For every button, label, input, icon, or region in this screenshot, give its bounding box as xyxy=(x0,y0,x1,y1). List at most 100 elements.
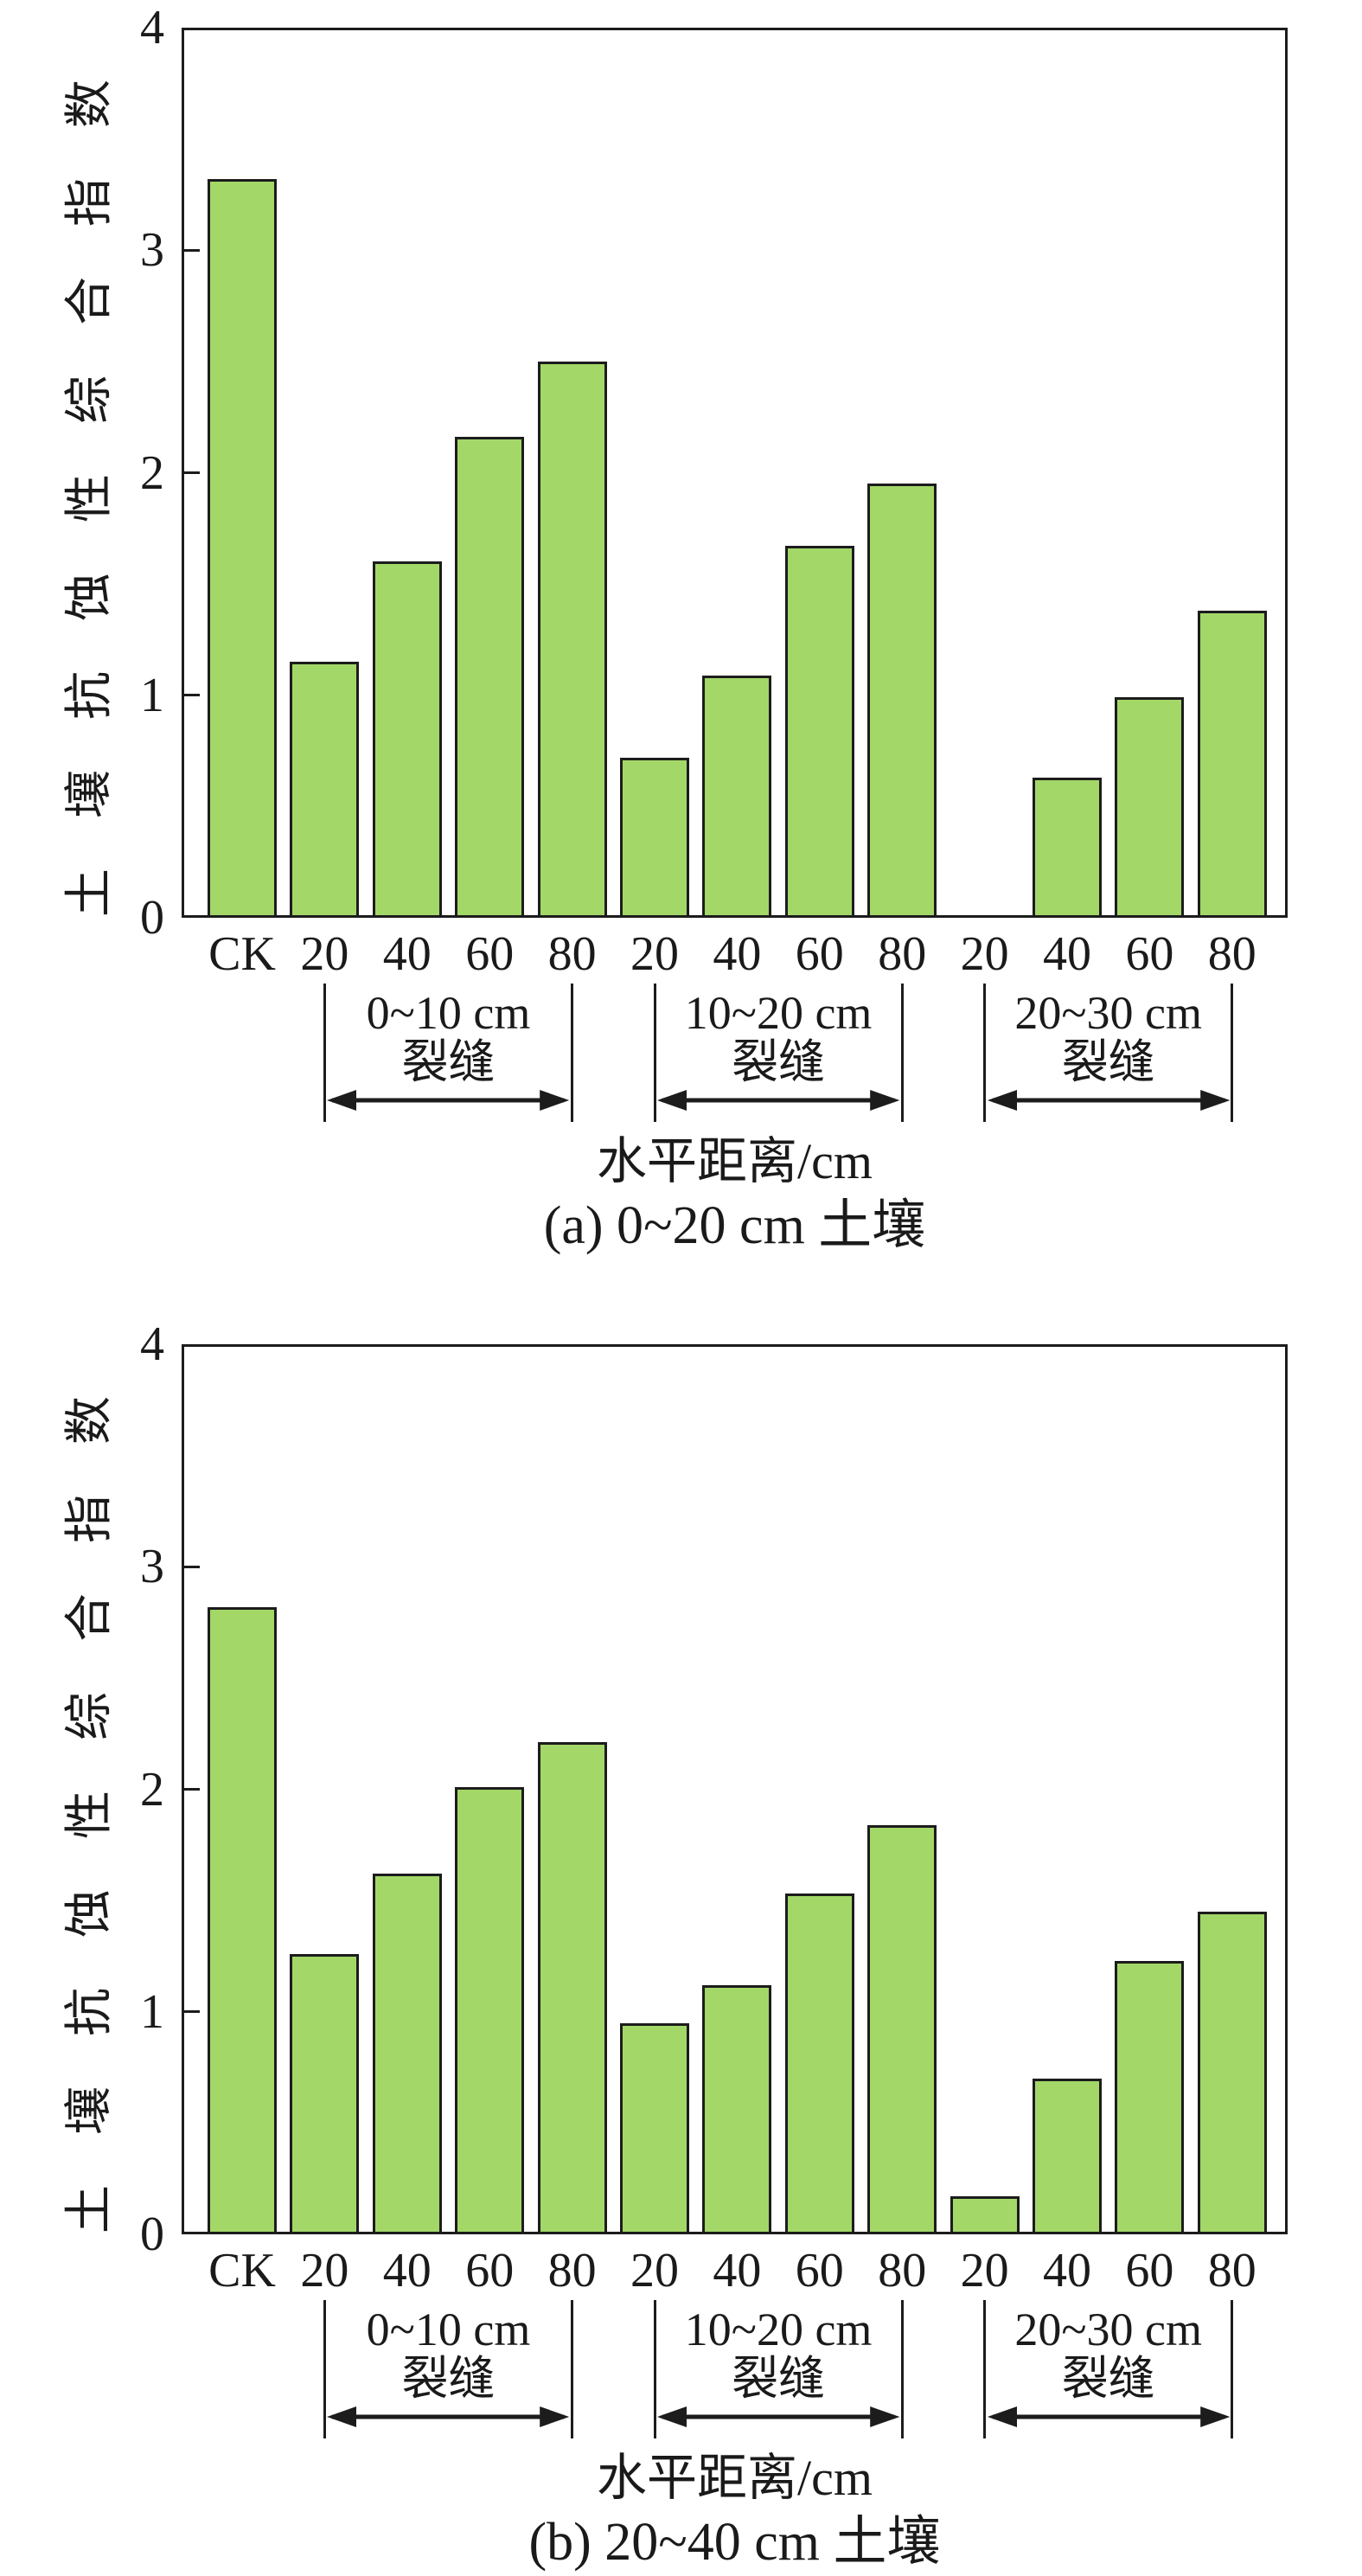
group-vline xyxy=(900,984,904,1122)
bar xyxy=(1115,1960,1185,2234)
double-arrow-icon xyxy=(327,1090,570,1111)
x-axis-title: 水平距离/cm xyxy=(597,2450,873,2506)
bar xyxy=(537,1742,607,2234)
x-tick-label: 60 xyxy=(795,2244,844,2297)
double-arrow-icon xyxy=(987,2406,1230,2427)
bar xyxy=(372,561,442,918)
x-tick-label: 20 xyxy=(960,927,1009,981)
y-tick-label: 0 xyxy=(140,891,164,945)
bar xyxy=(1197,610,1267,918)
bar xyxy=(372,1874,442,2234)
x-tick-label: 40 xyxy=(713,2244,762,2297)
bar xyxy=(455,1786,525,2234)
x-tick-label: 20 xyxy=(630,927,679,981)
bar xyxy=(1033,777,1102,918)
y-tick-mark xyxy=(184,2010,200,2014)
x-tick-label: 40 xyxy=(1043,927,1091,981)
y-tick-label: 4 xyxy=(140,1,164,54)
x-tick-label: 60 xyxy=(465,2244,515,2297)
y-axis-title: 土壤抗蚀性综合指数 xyxy=(63,29,117,917)
group-depth-label: 20~30 cm xyxy=(1014,2304,1203,2355)
bar xyxy=(208,1606,277,2234)
x-tick-label: 80 xyxy=(547,927,597,981)
bar xyxy=(867,484,937,918)
x-tick-label: 80 xyxy=(878,2244,927,2297)
y-tick-mark xyxy=(184,1788,200,1791)
bar xyxy=(620,2022,689,2234)
bar xyxy=(702,675,772,918)
x-tick-label: 20 xyxy=(300,927,349,981)
group-crack-label: 裂缝 xyxy=(732,1036,826,1088)
group-crack-label: 裂缝 xyxy=(732,2353,826,2405)
group-depth-label: 0~10 cm xyxy=(366,2304,531,2355)
x-tick-label: CK xyxy=(208,927,276,981)
y-tick-label: 1 xyxy=(140,668,164,722)
group-depth-label: 10~20 cm xyxy=(684,2304,873,2355)
x-tick-label: 60 xyxy=(1125,927,1174,981)
y-tick-label: 1 xyxy=(140,1984,164,2039)
group-depth-label: 20~30 cm xyxy=(1014,987,1203,1039)
bar xyxy=(950,2196,1020,2234)
y-tick-label: 0 xyxy=(140,2208,164,2261)
bar xyxy=(784,1894,854,2234)
y-axis-title: 土壤抗蚀性综合指数 xyxy=(63,1345,117,2233)
bar xyxy=(702,1984,772,2234)
y-tick-mark xyxy=(184,471,200,474)
x-tick-label: 40 xyxy=(1043,2244,1091,2297)
y-tick-label: 2 xyxy=(140,445,164,500)
bar xyxy=(1197,1911,1267,2234)
group-crack-label: 裂缝 xyxy=(401,1036,496,1088)
x-tick-label: 20 xyxy=(960,2244,1009,2297)
bar xyxy=(455,437,525,918)
x-tick-label: 80 xyxy=(878,927,927,981)
bar xyxy=(1033,2078,1102,2234)
group-vline xyxy=(983,984,987,1122)
group-vline xyxy=(1231,2300,1234,2438)
chart-caption: (b) 20~40 cm 土壤 xyxy=(528,2513,941,2572)
y-tick-mark xyxy=(184,1565,200,1568)
y-tick-mark xyxy=(184,694,200,697)
double-arrow-icon xyxy=(657,1090,900,1111)
bar xyxy=(784,546,854,918)
y-tick-label: 4 xyxy=(140,1317,164,1371)
group-vline xyxy=(900,2300,904,2438)
group-vline xyxy=(653,984,656,1122)
x-tick-label: 80 xyxy=(547,2244,597,2297)
x-tick-label: 40 xyxy=(382,927,432,981)
group-depth-label: 0~10 cm xyxy=(366,987,531,1039)
x-tick-label: 60 xyxy=(1125,2244,1174,2297)
x-tick-label: 80 xyxy=(1207,927,1256,981)
x-tick-label: 20 xyxy=(630,2244,679,2297)
y-tick-label: 3 xyxy=(140,1540,164,1594)
bar xyxy=(867,1824,937,2234)
group-crack-label: 裂缝 xyxy=(1061,2353,1155,2405)
y-tick-mark xyxy=(184,248,200,252)
y-tick-label: 3 xyxy=(140,223,164,278)
group-vline xyxy=(983,2300,987,2438)
x-tick-label: 60 xyxy=(465,927,515,981)
group-vline xyxy=(323,984,326,1122)
x-tick-label: CK xyxy=(208,2244,276,2297)
double-arrow-icon xyxy=(327,2406,570,2427)
x-tick-label: 20 xyxy=(300,2244,349,2297)
group-depth-label: 10~20 cm xyxy=(684,987,873,1039)
bar xyxy=(1115,697,1185,918)
bar xyxy=(208,178,277,918)
x-tick-label: 60 xyxy=(795,927,844,981)
group-crack-label: 裂缝 xyxy=(401,2353,496,2405)
double-arrow-icon xyxy=(657,2406,900,2427)
x-axis-title: 水平距离/cm xyxy=(597,1133,873,1189)
bar xyxy=(620,757,689,918)
x-tick-label: 40 xyxy=(382,2244,432,2297)
y-tick-label: 2 xyxy=(140,1762,164,1817)
double-arrow-icon xyxy=(987,1090,1230,1111)
group-vline xyxy=(323,2300,326,2438)
chart-caption: (a) 0~20 cm 土壤 xyxy=(543,1196,926,1255)
bar xyxy=(290,1953,360,2234)
bar xyxy=(290,662,360,918)
group-vline xyxy=(1231,984,1234,1122)
bar xyxy=(537,361,607,918)
group-vline xyxy=(571,984,574,1122)
group-crack-label: 裂缝 xyxy=(1061,1036,1155,1088)
